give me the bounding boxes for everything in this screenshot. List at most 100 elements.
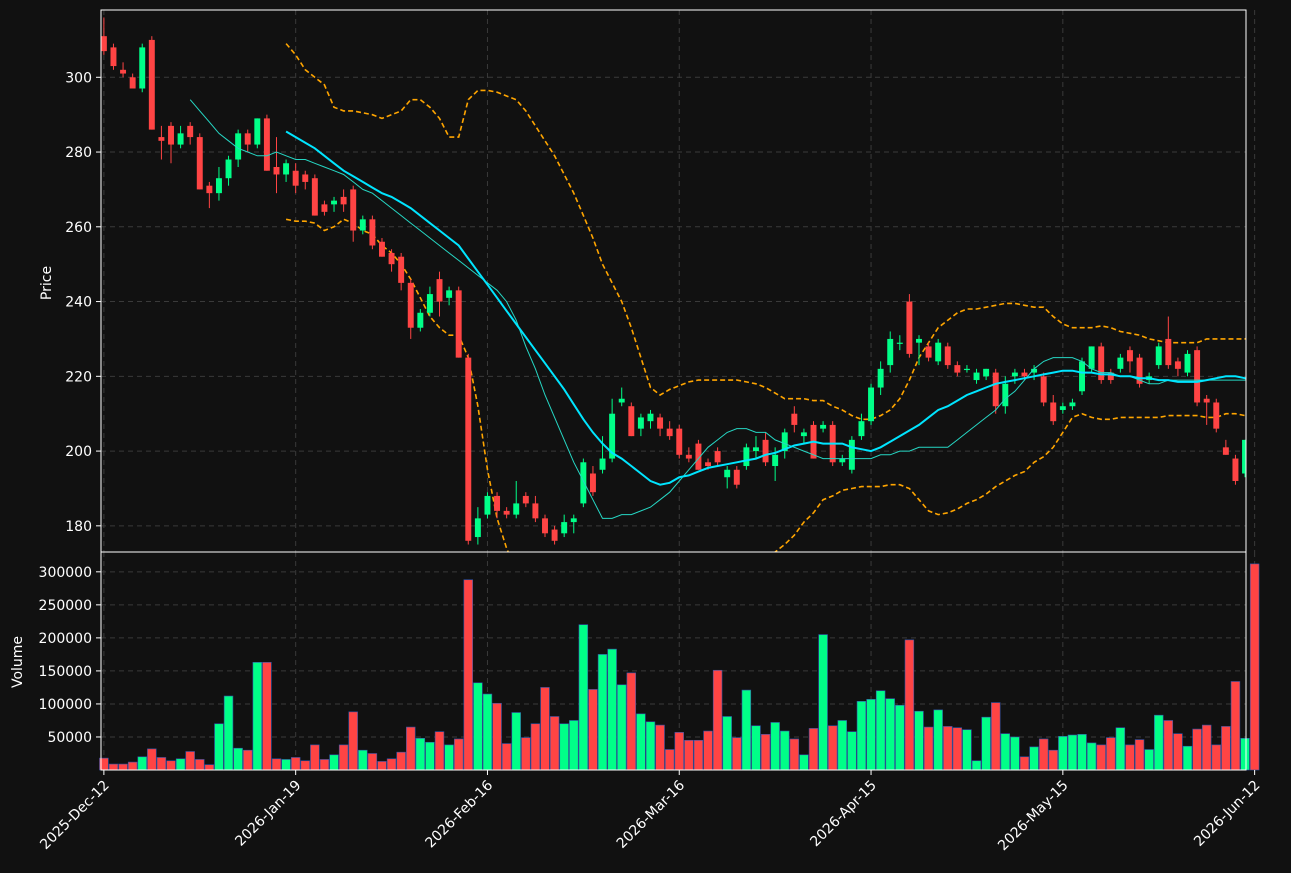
volume-bar xyxy=(904,639,915,771)
volume-bar xyxy=(741,689,752,771)
volume-bar xyxy=(981,716,991,771)
candle-body xyxy=(724,469,731,478)
candle-body xyxy=(685,454,692,459)
volume-bar xyxy=(1000,733,1011,771)
candle-body xyxy=(120,69,127,74)
volume-bar xyxy=(463,579,473,771)
volume-bar xyxy=(1106,737,1116,771)
volume-bar xyxy=(617,684,627,771)
volume-bar xyxy=(348,711,358,771)
candle-body xyxy=(916,338,922,343)
volume-bar xyxy=(923,726,934,771)
candle-body xyxy=(695,443,702,470)
candle-body xyxy=(350,189,357,231)
volume-bar xyxy=(396,751,406,771)
candle-body xyxy=(407,282,414,328)
candle-body xyxy=(877,368,884,388)
volume-bar xyxy=(655,724,665,771)
candle-body xyxy=(848,439,855,470)
volume-bar xyxy=(444,744,454,771)
volume-bar xyxy=(1048,749,1058,771)
price-tick-label: 300 xyxy=(65,70,92,86)
candle-body xyxy=(1184,353,1191,373)
volume-bar xyxy=(108,763,119,771)
volume-bar xyxy=(732,737,742,771)
candle-body xyxy=(101,36,107,52)
candle-body xyxy=(1059,406,1066,410)
candle-body xyxy=(273,166,280,175)
volume-bar xyxy=(127,761,138,771)
candle-body xyxy=(676,428,683,455)
candle-body xyxy=(599,458,606,470)
candle-body xyxy=(906,301,913,354)
volume-bar xyxy=(290,757,301,771)
volume-bar xyxy=(434,731,445,771)
volume-bar xyxy=(1115,727,1126,771)
candle-body xyxy=(1021,372,1028,377)
volume-bar xyxy=(453,738,464,771)
volume-bar xyxy=(300,760,310,771)
volume-bar xyxy=(1144,749,1154,771)
moving-averages xyxy=(189,99,1246,519)
volume-bar xyxy=(588,689,598,771)
volume-bar xyxy=(780,730,790,771)
volume-bar xyxy=(664,749,675,771)
volume-bar xyxy=(674,732,684,771)
volume-bar xyxy=(636,713,646,771)
candle-body xyxy=(657,417,664,429)
volume-bar xyxy=(425,741,435,771)
volume-tick-label: 150000 xyxy=(39,664,92,680)
volume-bar xyxy=(367,753,378,771)
candle-body xyxy=(369,219,376,246)
candle-body xyxy=(1011,372,1018,377)
volume-bar xyxy=(1182,745,1193,771)
grid-lines xyxy=(101,10,1256,770)
candle-body xyxy=(781,432,788,452)
candle-body xyxy=(1165,338,1172,366)
volume-bar xyxy=(962,729,972,771)
candle-body xyxy=(944,346,951,366)
candle-body xyxy=(1069,402,1076,407)
volume-bar xyxy=(377,761,387,771)
volume-bar xyxy=(406,726,416,771)
volume-bar xyxy=(943,726,953,771)
volume-bar xyxy=(751,725,761,771)
ma-fast-line xyxy=(189,99,1246,519)
volume-bar xyxy=(789,738,800,771)
candle-body xyxy=(983,368,990,377)
volume-bar xyxy=(233,747,243,771)
volume-bar xyxy=(578,624,589,771)
candle-body xyxy=(235,133,242,160)
volume-bar xyxy=(281,759,291,771)
volume-bar xyxy=(597,654,608,771)
candle-body xyxy=(1155,346,1162,366)
candle-body xyxy=(992,372,999,407)
candle-body xyxy=(542,518,548,534)
candle-body xyxy=(302,174,309,182)
volume-bar xyxy=(645,721,656,771)
volume-bar xyxy=(559,723,569,771)
candle-body xyxy=(1222,447,1229,455)
candle-body xyxy=(1117,357,1124,369)
candle-body xyxy=(168,125,174,145)
candle-body xyxy=(618,398,625,403)
volume-bar xyxy=(195,759,205,771)
candle-body xyxy=(532,503,539,519)
volume-bar xyxy=(703,730,713,771)
volume-bar xyxy=(1249,563,1260,771)
volume-bar xyxy=(693,739,704,771)
volume-bar xyxy=(827,725,838,771)
volume-bar xyxy=(118,763,128,771)
volume-bar xyxy=(214,723,224,771)
volume-bar xyxy=(722,716,732,771)
candle-body xyxy=(800,432,807,437)
volume-bar xyxy=(607,648,617,771)
volume-bar xyxy=(818,634,828,771)
volume-bar xyxy=(204,764,215,771)
volume-bar xyxy=(799,754,809,771)
candles xyxy=(101,17,1246,545)
candle-body xyxy=(513,503,520,515)
candle-body xyxy=(666,428,673,437)
candle-body xyxy=(772,454,779,467)
candle-body xyxy=(474,518,481,538)
